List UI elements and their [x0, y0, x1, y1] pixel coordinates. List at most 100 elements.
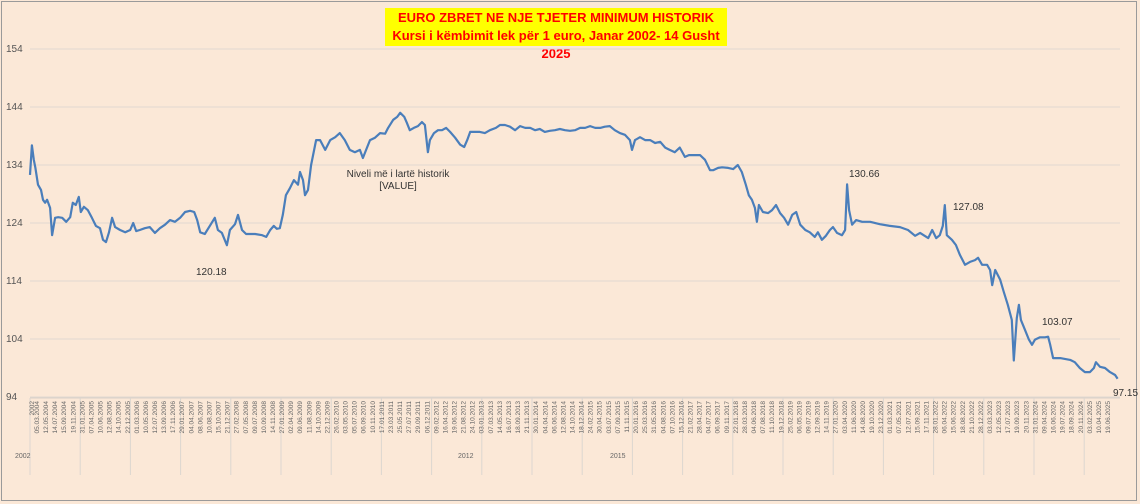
x-tick-label: 21.11.2013 [524, 401, 531, 433]
y-tick-label: 124 [6, 218, 23, 229]
x-tick-label: 27.01.2020 [833, 401, 840, 434]
x-tick-label: 07.08.2018 [760, 401, 767, 434]
x-tick-label: 14.10.2014 [570, 401, 577, 434]
x-tick-label: 04.08.2016 [660, 401, 667, 434]
y-axis-labels: 94 104 114 124 134 144 154 [6, 44, 23, 403]
x-tick-label: 19.12.2018 [778, 401, 785, 434]
x-tick-label: 29.01.2007 [179, 401, 186, 434]
x-tick-label: 30.04.2015 [597, 401, 604, 434]
x-tick-label: 09.11.2017 [724, 401, 731, 433]
chart-title-box: EURO ZBRET NE NJE TJETER MINIMUM HISTORI… [385, 8, 727, 61]
x-tick-label: 03.07.2015 [606, 401, 613, 434]
x-tick-label: 28.03.2018 [742, 401, 749, 434]
x-tick-label: 15.09.2004 [61, 401, 68, 434]
x-tick-label: 19.11.2004 [70, 401, 77, 433]
x-tick-label: 19.09.2023 [1014, 401, 1021, 434]
x-tick-label: 31.01.2005 [79, 401, 86, 434]
x-tick-label: 24.02.2015 [588, 401, 595, 434]
x-tick-label: 09.06.2009 [297, 401, 304, 434]
x-tick-label: 25.05.2011 [397, 401, 404, 433]
x-tick-label: 04.04.2014 [542, 401, 549, 434]
x-tick-label: 18.12.2014 [579, 401, 586, 434]
x-tick-label: 22.01.2018 [733, 401, 740, 434]
x-tick-label: 18.08.2022 [960, 401, 967, 434]
annotation-2024: 103.07 [1042, 317, 1073, 328]
x-tick-label: 14.10.2005 [116, 401, 123, 434]
annotation-last-value: 97.15 [1113, 388, 1138, 399]
x-tick-label: 09.07.2019 [805, 401, 812, 434]
x-tick-label: 06.09.2010 [361, 401, 368, 434]
x-tick-label: 10.08.2007 [206, 401, 213, 434]
x-tick-label: 22.12.2009 [324, 401, 331, 434]
x-tick-label: 12.05.2023 [996, 401, 1003, 434]
chart-title: EURO ZBRET NE NJE TJETER MINIMUM HISTORI… [397, 10, 715, 25]
x-group-label: 2015 [610, 453, 626, 460]
x-tick-label: 21.10.2022 [969, 401, 976, 434]
x-tick-label: 23.12.2020 [878, 401, 885, 434]
x-tick-label: 31.05.2016 [651, 401, 658, 434]
x-tick-label: 28.12.2022 [978, 401, 985, 434]
x-group-label: 2012 [458, 453, 474, 460]
x-tick-label: 04.06.2018 [751, 401, 758, 434]
x-tick-label: 14.10.2009 [315, 401, 322, 434]
x-tick-label: 12.08.2005 [107, 401, 114, 434]
annotation-historic-high-value: [VALUE] [379, 181, 417, 192]
annotation-historic-high: Niveli më i lartë historik [347, 169, 451, 180]
x-tick-label: 06.12.2011 [424, 401, 431, 433]
x-tick-label: 23.03.2011 [388, 401, 395, 433]
x-tick-label: 07.03.2013 [488, 401, 495, 434]
x-tick-label: 09.07.2008 [252, 401, 259, 434]
x-tick-label: 14.08.2020 [860, 401, 867, 434]
x-tick-label: 18.09.2024 [1069, 401, 1076, 434]
x-tick-label: 09.02.2012 [433, 401, 440, 434]
x-tick-label: 30.01.2014 [533, 401, 540, 434]
x-tick-label: 17.01.2011 [379, 401, 386, 433]
x-tick-label: 01.03.2021 [887, 401, 894, 434]
x-tick-label: 07.05.2008 [243, 401, 250, 434]
x-tick-label: 07.04.2005 [88, 401, 95, 434]
x-tick-label: 20.11.2023 [1023, 401, 1030, 433]
x-tick-label: 17.11.2021 [923, 401, 930, 433]
annotation-min-2008: 120.18 [196, 267, 227, 278]
x-tick-label: 03.03.2023 [987, 401, 994, 434]
x-tick-label: 31.01.2024 [1032, 401, 1039, 434]
x-tick-label: 21.08.2012 [461, 401, 468, 434]
x-tick-label: 01.03.2006 [134, 401, 141, 434]
x-tick-label: 2002 [29, 401, 36, 416]
x-tick-label: 04.04.2007 [188, 401, 195, 434]
y-tick-label: 144 [6, 102, 23, 113]
x-tick-label: 15.10.2007 [216, 401, 223, 434]
x-tick-label: 12.08.2014 [560, 401, 567, 434]
x-tick-label: 16.07.2013 [506, 401, 513, 434]
x-tick-label: 14.11.2008 [270, 401, 277, 433]
x-tick-label: 05.03.2004 [34, 401, 41, 434]
x-tick-label: 25.03.2016 [642, 401, 649, 434]
x-tick-label: 11.08.2009 [306, 401, 313, 433]
x-tick-label: 20.11.2024 [1078, 401, 1085, 433]
x-tick-label: 07.05.2021 [896, 401, 903, 434]
x-tick-label: 27.02.2008 [234, 401, 241, 434]
x-tick-label: 08.06.2007 [197, 401, 204, 434]
x-tick-label: 15.12.2016 [678, 401, 685, 434]
x-tick-label: 14.07.2004 [52, 401, 59, 434]
x-tick-label: 04.07.2017 [706, 401, 713, 434]
x-tick-label: 19.06.2025 [1105, 401, 1112, 434]
x-tick-label: 28.01.2022 [933, 401, 940, 434]
x-tick-label: 19.06.2012 [452, 401, 459, 434]
x-tick-label: 12.05.2004 [43, 401, 50, 434]
x-tick-label: 16.04.2012 [442, 401, 449, 434]
x-tick-label: 03.02.2025 [1087, 401, 1094, 434]
x-tick-label: 27.01.2009 [279, 401, 286, 434]
x-tick-label: 12.09.2019 [815, 401, 822, 434]
series-line-eur-all [28, 111, 1119, 380]
x-tick-label: 13.09.2006 [161, 401, 168, 434]
x-tick-label: 17.11.2006 [170, 401, 177, 433]
x-tick-label: 07.09.2015 [615, 401, 622, 434]
x-tick-label: 06.04.2022 [942, 401, 949, 434]
x-tick-label: 14.11.2019 [824, 401, 831, 433]
y-tick-label: 104 [6, 334, 23, 345]
y-tick-label: 114 [6, 276, 22, 287]
